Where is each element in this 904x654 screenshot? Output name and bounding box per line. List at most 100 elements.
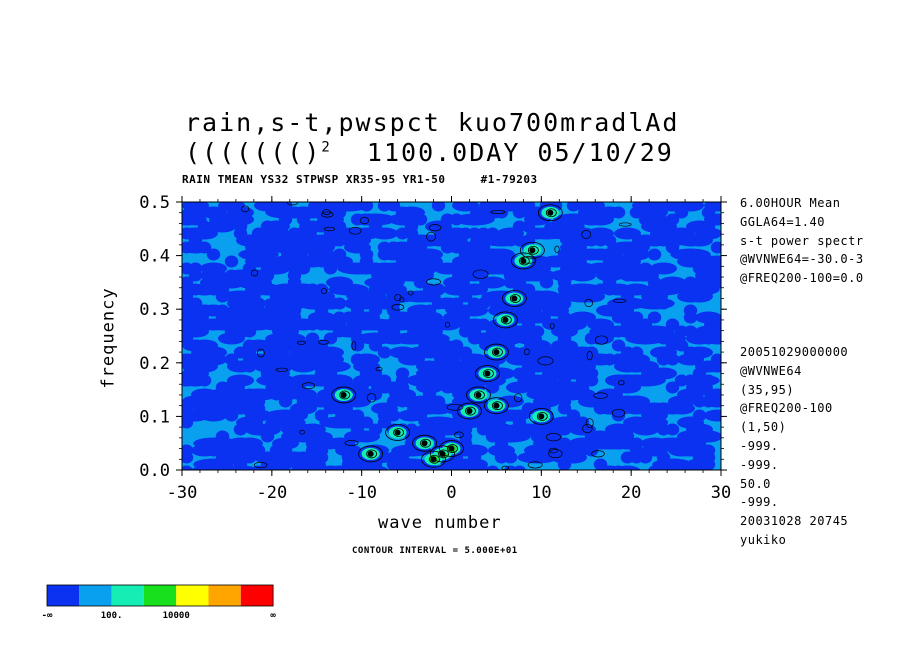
field-cell (368, 339, 383, 352)
field-cell (182, 416, 194, 429)
field-cell (587, 213, 614, 226)
field-cell (611, 206, 626, 219)
field-cell (503, 451, 518, 464)
contour-dense (421, 440, 428, 447)
contour-ring (465, 406, 476, 416)
field-cell (242, 360, 257, 373)
field-cell (224, 255, 239, 268)
contour-ring (536, 411, 548, 421)
field-cell (485, 381, 500, 394)
contour-ring (430, 445, 455, 463)
field-cell (625, 332, 666, 345)
contour-dense (547, 209, 554, 216)
x-tick-label: 30 (711, 483, 731, 503)
contour-loop (301, 382, 315, 390)
field-cell (557, 402, 572, 415)
contour-loop (585, 418, 594, 428)
field-cell (614, 227, 641, 240)
contour-ring (519, 241, 545, 259)
field-cell (386, 409, 401, 422)
contour-loop (612, 298, 627, 303)
contour-loop (582, 423, 593, 434)
field-cell (517, 451, 558, 464)
field-cell (650, 262, 677, 275)
contour-dense (493, 402, 500, 409)
y-tick-label: 0.0 (139, 461, 170, 481)
contour-loop (349, 226, 362, 235)
field-cell (632, 423, 659, 436)
field-cell (431, 202, 446, 212)
contour-ring (421, 450, 446, 468)
side-info-line: @WVNWE64=-30.0-3 (740, 252, 864, 267)
contour-ring (439, 440, 464, 457)
contour-loop (322, 209, 331, 216)
contour-loop (253, 461, 268, 469)
contour-loop (490, 210, 506, 214)
side-info-line: @WVNWE64 (740, 363, 802, 378)
contour-loop (581, 230, 592, 239)
x-axis-label: wave number (378, 513, 502, 533)
contour-loop (537, 356, 554, 366)
field-cell (677, 465, 704, 470)
contour-dense (367, 450, 374, 457)
contour-dense (484, 370, 491, 377)
contour-dense (529, 247, 536, 254)
contour-ring (366, 449, 378, 459)
contour-dense (466, 408, 473, 415)
field-cell (476, 318, 491, 331)
contour-loop (472, 269, 489, 279)
contour-ring (484, 343, 509, 361)
contour-ring (545, 208, 557, 218)
contour-loop (454, 431, 464, 439)
field-cell (350, 339, 365, 352)
side-info-line: 20031028 20745 (740, 514, 849, 529)
field-cell (512, 465, 527, 470)
title-line2-prefix: ((((((() (185, 138, 322, 167)
contour-loop (257, 348, 265, 358)
side-info-line: -999. (740, 457, 779, 472)
contour-ring (528, 407, 554, 425)
contour-ring (447, 444, 458, 453)
contour-loop (426, 278, 441, 286)
contour-loop (275, 367, 288, 372)
contour-loop (549, 322, 555, 329)
field-cell (206, 248, 221, 261)
side-info-top: 6.00HOUR Mean GGLA64=1.40 s-t power spec… (740, 194, 864, 288)
field-cell (677, 353, 704, 366)
contour-loop (426, 231, 436, 242)
contour-loop (523, 348, 530, 356)
x-tick-label: 20 (621, 483, 641, 503)
y-tick-label: 0.4 (139, 247, 170, 267)
contour-loop (351, 341, 357, 351)
contour-loop (394, 294, 402, 301)
field-cell (704, 409, 721, 422)
contour-loop (321, 211, 334, 218)
y-tick-label: 0.1 (139, 407, 170, 427)
field-cell (355, 213, 396, 226)
field-cell (227, 213, 254, 226)
field-cell (557, 423, 572, 436)
contour-ring (484, 397, 509, 415)
contour-loop (399, 296, 405, 303)
field-cell (224, 409, 239, 422)
field-cell (191, 465, 218, 470)
contour-loop (391, 303, 405, 311)
contour-loop (548, 449, 563, 459)
side-info-line: (35,95) (740, 382, 795, 397)
field-cell (686, 234, 713, 247)
x-tick-label: 0 (446, 483, 456, 503)
contour-loop (594, 335, 609, 345)
contour-dense (448, 445, 455, 452)
field-cell (398, 353, 425, 366)
contour-dense (340, 391, 347, 398)
contour-loop (366, 393, 377, 403)
title-line2-suffix: 1100.0DAY 05/10/29 (366, 138, 674, 167)
field-cell (584, 444, 599, 457)
contour-loop (611, 408, 626, 418)
field-cell (242, 325, 257, 338)
field-cell (578, 290, 605, 303)
contour-ring (475, 365, 500, 382)
contour-loop (545, 433, 561, 442)
field-cell (611, 409, 626, 422)
field-cell (278, 395, 293, 408)
